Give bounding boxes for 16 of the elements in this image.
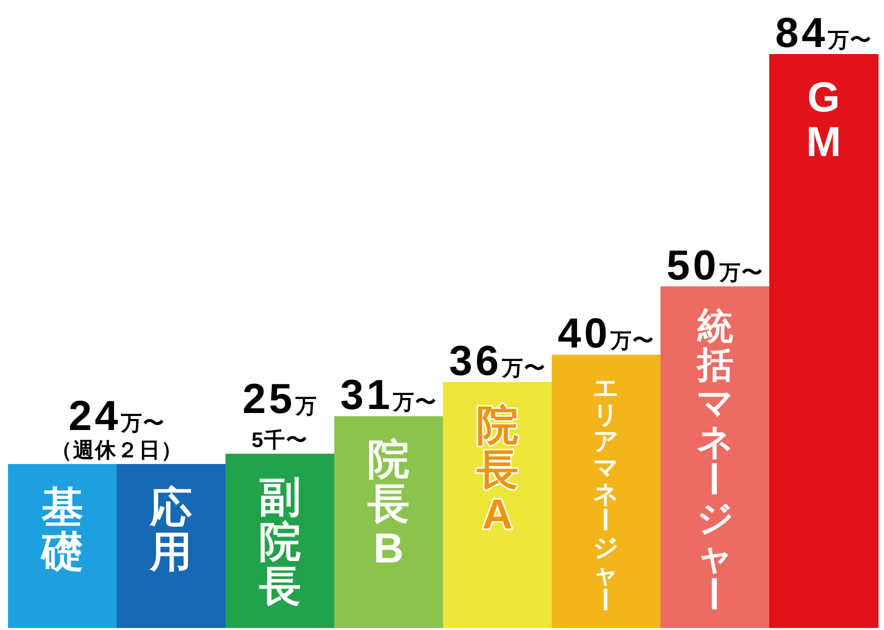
data-label: 25万5千〜 [242,374,318,452]
data-label: 24万〜 [68,392,166,439]
data-label: 31万〜 [340,371,437,418]
x-tick-label: 統括マネージャー [692,305,734,612]
x-tick-label: 副院長 [258,473,301,610]
x-tick-label: 院長B [368,436,410,572]
data-label: 84万〜 [775,9,872,56]
data-label: 36万〜 [449,337,546,384]
x-tick-label: 院長A [476,402,518,538]
data-label: 40万〜 [558,310,654,357]
annotation: （週休２日） [50,439,183,462]
x-tick-label: 基礎 [41,484,84,575]
x-tick-label: エリアマネージャー [590,374,620,612]
x-tick-label: GM [806,74,842,165]
data-label: 50万〜 [666,241,764,288]
x-tick-label: 応用 [150,484,192,575]
